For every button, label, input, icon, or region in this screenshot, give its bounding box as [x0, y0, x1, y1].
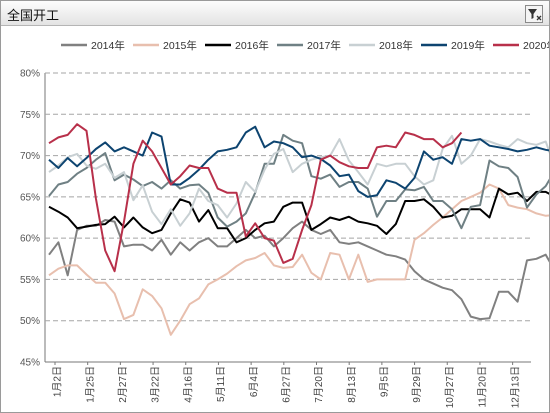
x-tick-label: 9月5日	[379, 366, 391, 397]
y-tick-label: 65%	[20, 192, 40, 203]
x-tick-label: 1月25日	[84, 366, 96, 403]
x-tick-label: 6月4日	[248, 366, 260, 397]
x-tick-label: 1月2日	[52, 366, 64, 397]
y-tick-label: 60%	[20, 234, 40, 245]
x-tick-label: 9月29日	[411, 366, 423, 403]
x-axis: 1月2日 1月25日 2月27日 3月22日 4月16日 5月11日 6月4日 6月27日 7月…	[52, 362, 521, 408]
x-tick-label: 6月27日	[280, 366, 292, 403]
legend-label: 2018年	[379, 39, 413, 52]
legend-label: 2019年	[451, 39, 485, 52]
x-tick-label: 8月13日	[346, 366, 358, 403]
series-lines	[48, 123, 549, 336]
title-bar: 全国开工	[1, 1, 549, 26]
x-tick-label: 10月27日	[444, 366, 456, 408]
y-tick-label: 55%	[20, 275, 40, 286]
legend-label: 2014年	[91, 39, 125, 52]
x-tick-label: 4月16日	[182, 366, 194, 403]
window-title: 全国开工	[7, 9, 60, 24]
y-tick-label: 45%	[20, 358, 40, 369]
y-tick-label: 70%	[20, 151, 40, 162]
y-axis: 45% 50% 55% 60% 65% 70% 75% 80%	[20, 69, 40, 369]
legend-label: 2016年	[235, 39, 269, 52]
legend-label: 2020年	[523, 39, 549, 52]
filter-icon	[528, 9, 542, 21]
x-tick-label: 11月20日	[477, 366, 489, 408]
x-tick-label: 5月11日	[215, 366, 227, 402]
series-line	[48, 219, 549, 321]
x-tick-label: 7月20日	[313, 366, 325, 403]
x-tick-label: 12月13日	[509, 366, 521, 408]
legend: 2014年 2015年 2016年 2017年 2018年 2019年 2020年	[61, 39, 549, 52]
y-tick-label: 75%	[20, 110, 40, 121]
series-line	[48, 134, 549, 227]
series-line	[48, 125, 549, 198]
grid	[44, 72, 531, 363]
filter-button[interactable]	[525, 5, 543, 23]
y-tick-label: 80%	[20, 69, 40, 80]
series-line	[48, 123, 463, 273]
line-chart: 2014年 2015年 2016年 2017年 2018年 2019年 2020年 45% 5…	[20, 39, 549, 408]
x-tick-label: 3月22日	[150, 366, 162, 403]
x-tick-label: 2月27日	[117, 366, 129, 403]
legend-label: 2015年	[163, 39, 197, 52]
series-line	[48, 183, 549, 336]
y-tick-label: 50%	[20, 316, 40, 327]
series-line	[48, 133, 549, 230]
legend-label: 2017年	[307, 39, 341, 52]
